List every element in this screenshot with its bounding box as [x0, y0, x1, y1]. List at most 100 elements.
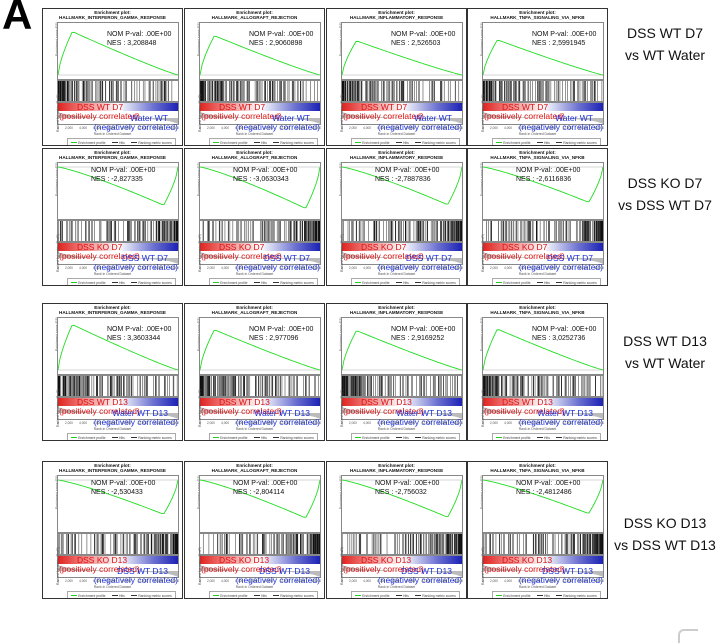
plot-legend: Enrichment profile Hits Ranking metric sco… — [67, 591, 176, 598]
legend-item: Hits — [111, 594, 125, 598]
negative-correlated-label: (negatively correlated) — [518, 122, 603, 132]
x-ticks: 0 2,000 4,000 6,000 8,000 10,000 12,000 14,000 1… — [57, 579, 179, 585]
legend-item: Ranking metric scores — [415, 436, 456, 440]
enrichment-curve — [483, 166, 603, 203]
legend-item: Ranking metric scores — [131, 436, 172, 440]
x-axis-label: Rank in Ordered Dataset — [93, 585, 132, 589]
x-tick-label: 12,000 — [279, 266, 290, 270]
legend-item: Enrichment profile — [496, 141, 531, 145]
ranked-metric-panel — [199, 397, 321, 420]
enrichment-curve — [58, 31, 178, 76]
enrichment-plot-area — [341, 475, 463, 533]
legend-swatch — [111, 436, 118, 439]
rank-gradient-bar — [200, 243, 320, 251]
x-tick-label: 12,000 — [562, 579, 573, 583]
x-tick-label: 14,000 — [437, 421, 448, 425]
legend-item: Ranking metric scores — [131, 594, 172, 598]
legend-swatch — [395, 594, 402, 597]
positive-correlated-label: (positively correlated) — [343, 564, 424, 574]
x-tick-label: 6,000 — [93, 421, 102, 425]
gene-set-name: HALLMARK_INTERFERON_GAMMA_RESPONSE — [59, 310, 166, 315]
x-tick-label: 16,000 — [594, 266, 604, 270]
enrichment-plot-area — [482, 475, 604, 533]
rank-gradient-bar — [483, 103, 603, 111]
legend-item: Hits — [536, 141, 550, 145]
plot-legend: Enrichment profile Hits Ranking metric sco… — [67, 138, 176, 145]
legend-text: Enrichment profile — [362, 435, 390, 440]
negative-correlated-label: (negatively correlated) — [518, 417, 603, 427]
ranked-metric-panel — [341, 397, 463, 420]
legend-swatch — [395, 141, 402, 144]
x-tick-label: 12,000 — [137, 266, 148, 270]
x-tick-label: 2,000 — [64, 266, 73, 270]
ranked-metric-panel — [57, 397, 179, 420]
legend-item: Enrichment profile — [71, 594, 106, 598]
x-tick-label: 14,000 — [578, 266, 589, 270]
legend-item: Hits — [111, 436, 125, 440]
enrichment-plot-area — [482, 162, 604, 220]
nominal-p-value: NOM P-val: .00E+00 — [249, 326, 314, 333]
plot-title-line1: Enrichment plot: — [236, 305, 273, 310]
normalized-enrichment-score: NES : -2,4812486 — [516, 489, 572, 496]
plot-legend: Enrichment profile Hits Ranking metric sco… — [492, 138, 601, 145]
rank-metric-curve — [483, 565, 603, 577]
positive-group-label: DSS WT D7 — [502, 102, 549, 112]
legend-item: Enrichment profile — [496, 436, 531, 440]
legend-swatch — [253, 436, 260, 439]
gene-set-name: HALLMARK_ALLOGRAFT_REJECTION — [211, 310, 298, 315]
legend-item: Hits — [536, 436, 550, 440]
panel-letter: A — [2, 0, 33, 38]
x-tick-label: 16,000 — [169, 126, 179, 130]
legend-swatch — [395, 281, 402, 284]
nominal-p-value: NOM P-val: .00E+00 — [91, 167, 156, 174]
ranked-metric-panel — [57, 555, 179, 578]
x-tick-label: 4,000 — [504, 266, 513, 270]
positive-correlated-label: (positively correlated) — [343, 251, 424, 261]
normalized-enrichment-score: NES : -2,804114 — [233, 489, 285, 496]
rank-metric-curve — [342, 252, 462, 264]
legend-item: Enrichment profile — [496, 281, 531, 285]
negative-correlated-label: (negatively correlated) — [377, 262, 462, 272]
plot-title-line1: Enrichment plot: — [236, 150, 273, 155]
hits-barcode — [199, 220, 321, 242]
legend-item: Enrichment profile — [213, 141, 248, 145]
legend-swatch — [355, 281, 362, 284]
gene-set-name: HALLMARK_ALLOGRAFT_REJECTION — [211, 15, 298, 20]
x-tick-label: 12,000 — [279, 126, 290, 130]
gsea-plot: Enrichment plot: HALLMARK_TNFA_SIGNALING_… — [467, 461, 608, 599]
x-tick-label: 8,000 — [391, 579, 400, 583]
negative-group-label: DSS WT D13 — [117, 566, 168, 576]
x-ticks: 0 2,000 4,000 6,000 8,000 10,000 12,000 14,000 1… — [341, 579, 463, 585]
x-tick-label: 6,000 — [518, 579, 527, 583]
legend-text: Ranking metric scores — [422, 435, 456, 440]
x-ticks: 0 2,000 4,000 6,000 8,000 10,000 12,000 14,000 1… — [57, 266, 179, 272]
plot-title-line1: Enrichment plot: — [94, 10, 131, 15]
comparison-label: DSS KO D7 vs DSS WT D7 — [605, 172, 725, 216]
plot-legend: Enrichment profile Hits Ranking metric sco… — [209, 433, 318, 440]
legend-swatch — [273, 594, 280, 597]
negative-correlated-label: (negatively correlated) — [93, 417, 178, 427]
x-tick-label: 4,000 — [504, 421, 513, 425]
ranked-metric-panel — [482, 397, 604, 420]
rank-metric-curve — [483, 407, 603, 419]
legend-swatch — [496, 141, 503, 144]
gene-set-name: HALLMARK_TNFA_SIGNALING_VIA_NFKB — [490, 310, 585, 315]
plot-title-line1: Enrichment plot: — [94, 305, 131, 310]
x-axis-label: Rank in Ordered Dataset — [377, 427, 416, 431]
x-tick-label: 16,000 — [311, 266, 321, 270]
legend-text: Ranking metric scores — [138, 593, 172, 598]
legend-item: Ranking metric scores — [415, 594, 456, 598]
legend-swatch — [536, 436, 543, 439]
legend-text: Hits — [118, 280, 125, 285]
legend-item: Hits — [395, 281, 409, 285]
legend-item: Hits — [253, 281, 267, 285]
x-tick-label: 8,000 — [391, 266, 400, 270]
x-tick-label: 12,000 — [279, 579, 290, 583]
legend-text: Enrichment profile — [362, 593, 390, 598]
x-tick-label: 10,000 — [405, 266, 416, 270]
legend-text: Enrichment profile — [362, 280, 390, 285]
x-tick-label: 2,000 — [64, 579, 73, 583]
negative-correlated-label: (negatively correlated) — [518, 262, 603, 272]
x-ticks: 0 2,000 4,000 6,000 8,000 10,000 12,000 14,000 1… — [341, 266, 463, 272]
x-tick-label: 16,000 — [453, 266, 463, 270]
